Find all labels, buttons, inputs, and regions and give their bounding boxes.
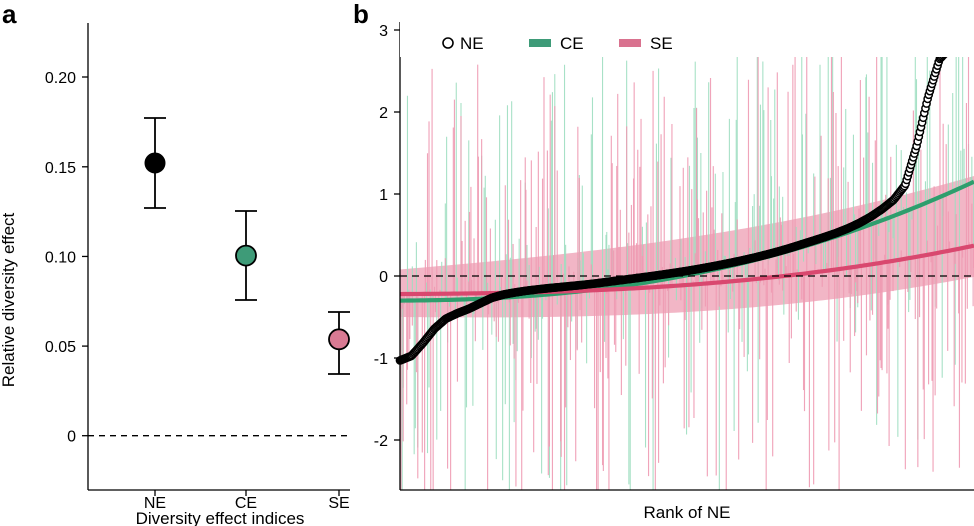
svg-text:3: 3 bbox=[379, 23, 388, 40]
svg-text:Rank of NE: Rank of NE bbox=[644, 503, 731, 522]
svg-text:2: 2 bbox=[379, 105, 388, 122]
svg-text:0: 0 bbox=[379, 269, 388, 286]
svg-text:-1: -1 bbox=[374, 351, 388, 368]
svg-text:b: b bbox=[353, 0, 369, 29]
svg-text:SE: SE bbox=[328, 495, 349, 512]
svg-text:CE: CE bbox=[560, 34, 584, 53]
svg-text:0.05: 0.05 bbox=[45, 339, 76, 356]
svg-text:Relative diversity effect: Relative diversity effect bbox=[0, 212, 18, 387]
svg-text:0: 0 bbox=[67, 429, 76, 446]
svg-text:0.10: 0.10 bbox=[45, 249, 76, 266]
svg-text:SE: SE bbox=[650, 34, 673, 53]
svg-text:Diversity effect indices: Diversity effect indices bbox=[136, 509, 305, 526]
svg-text:1: 1 bbox=[379, 187, 388, 204]
svg-text:-2: -2 bbox=[374, 433, 388, 450]
svg-text:a: a bbox=[2, 0, 17, 29]
svg-text:0.15: 0.15 bbox=[45, 160, 76, 177]
svg-text:0.20: 0.20 bbox=[45, 70, 76, 87]
svg-text:NE: NE bbox=[460, 34, 484, 53]
